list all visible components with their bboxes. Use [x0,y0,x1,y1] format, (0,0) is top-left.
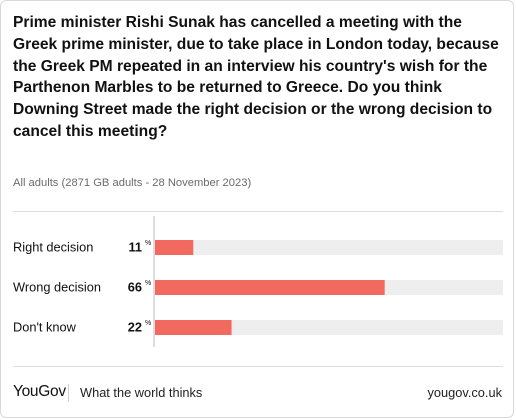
unit-label: % [145,280,151,287]
sample-info: All adults (2871 GB adults - 28 November… [13,177,252,189]
footer-tagline: What the world thinks [80,385,203,400]
bar [155,280,385,295]
bar [155,320,232,335]
bottom-divider [13,366,503,367]
bar-track [155,240,503,255]
yougov-logo: YouGov [13,383,66,400]
value-label: 66 [128,280,142,295]
top-divider [13,211,503,212]
survey-question: Prime minister Rishi Sunak has cancelled… [13,14,499,140]
footer-url[interactable]: yougov.co.uk [427,385,502,400]
footer-separator [68,384,69,402]
value-label: 22 [128,320,142,335]
bar [155,240,194,255]
bar-track [155,320,503,335]
category-label: Right decision [13,240,93,255]
category-label: Don't know [13,320,77,335]
bar-chart: Right decision 11 % Wrong decision 66 % Don't … [13,216,503,347]
unit-label: % [145,240,151,247]
value-label: 11 [128,240,142,255]
category-label: Wrong decision [13,280,101,295]
unit-label: % [145,320,151,327]
